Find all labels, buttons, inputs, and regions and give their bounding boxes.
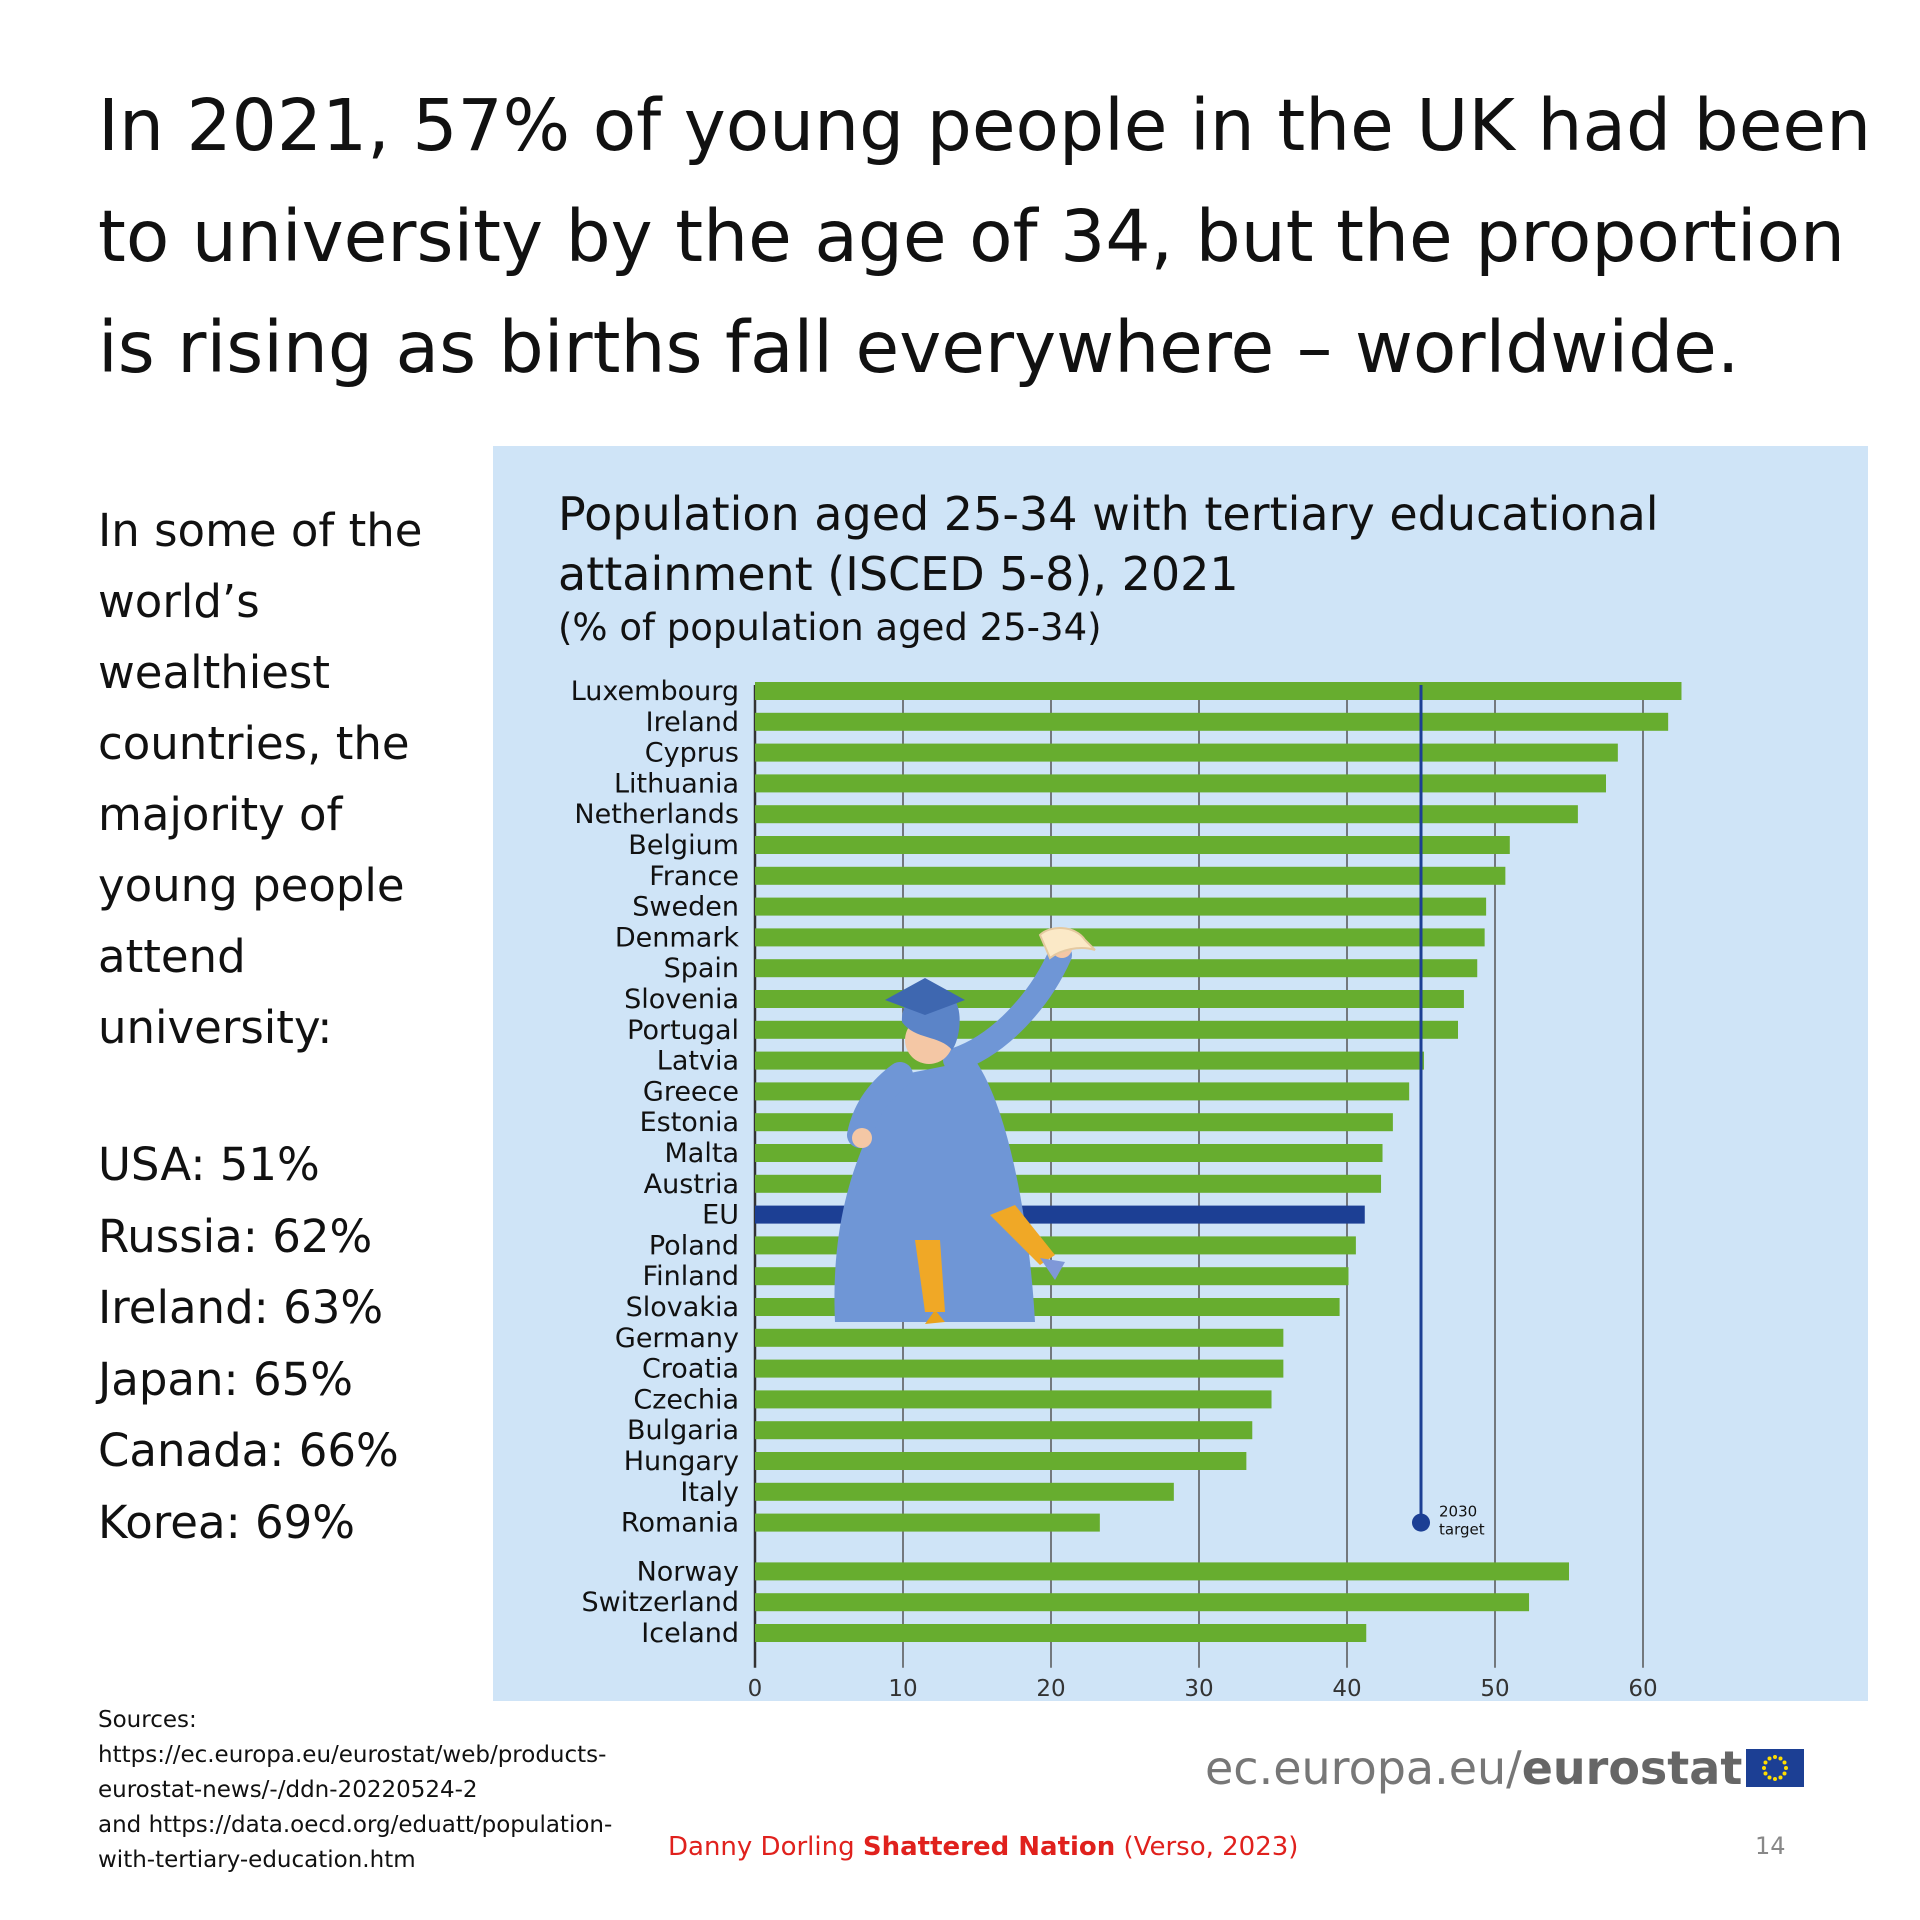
bar-cyprus — [755, 743, 1618, 762]
source-link-eurostat[interactable]: https://ec.europa.eu/eurostat/web/produc… — [98, 1742, 607, 1803]
x-tick-label: 10 — [888, 1676, 917, 1701]
x-tick-label: 20 — [1036, 1676, 1065, 1701]
credit-publisher: (Verso, 2023) — [1115, 1832, 1299, 1862]
target-label-text: target — [1439, 1521, 1485, 1539]
stat-usa: USA: 51% — [98, 1138, 320, 1191]
eurostat-logo: ec.europa.eu/eurostat — [1205, 1738, 1805, 1798]
target-dot — [1412, 1513, 1430, 1532]
bar-iceland — [755, 1624, 1367, 1642]
category-label: Spain — [664, 953, 739, 984]
category-label: EU — [702, 1200, 739, 1231]
category-label: France — [649, 861, 739, 892]
bar-lithuania — [755, 774, 1606, 793]
bar-czechia — [755, 1390, 1272, 1409]
credit-book: Shattered Nation — [862, 1832, 1116, 1862]
stat-korea: Korea: 69% — [98, 1495, 356, 1549]
bar-germany — [755, 1328, 1284, 1347]
bar-croatia — [755, 1359, 1284, 1378]
bar-italy — [755, 1482, 1174, 1501]
bar-chart: LuxembourgIrelandCyprusLithuaniaNetherla… — [571, 676, 1682, 1701]
bar-belgium — [755, 836, 1510, 854]
category-label: Germany — [615, 1323, 739, 1354]
bar-romania — [755, 1513, 1100, 1532]
category-labels: LuxembourgIrelandCyprusLithuaniaNetherla… — [571, 676, 740, 1649]
bar-switzerland — [755, 1593, 1530, 1612]
stat-canada: Canada: 66% — [98, 1424, 399, 1477]
category-label: Estonia — [640, 1107, 739, 1138]
category-label: Poland — [649, 1230, 739, 1261]
bar-luxembourg — [755, 682, 1682, 700]
sources-label: Sources: — [98, 1707, 197, 1733]
stat-russia: Russia: 62% — [98, 1209, 373, 1263]
bar-greece — [755, 1082, 1410, 1101]
category-label: Czechia — [633, 1384, 739, 1415]
x-tick-label: 40 — [1332, 1676, 1361, 1701]
category-label: Lithuania — [614, 768, 739, 799]
category-label: Luxembourg — [571, 676, 739, 707]
category-label: Iceland — [641, 1618, 739, 1649]
category-label: Latvia — [657, 1046, 739, 1077]
page-number: 14 — [1755, 1832, 1786, 1860]
logo-domain: ec.europa.eu/ — [1205, 1741, 1522, 1795]
category-label: Slovakia — [626, 1292, 739, 1323]
chart-title: Population aged 25-34 with tertiary educ… — [558, 487, 1659, 601]
category-label: Romania — [621, 1508, 739, 1539]
category-label: Croatia — [642, 1354, 739, 1385]
category-label: Austria — [644, 1169, 739, 1200]
category-label: Hungary — [624, 1446, 739, 1477]
chart-panel: Population aged 25-34 with tertiary educ… — [493, 446, 1868, 1701]
bar-latvia — [755, 1051, 1424, 1070]
graduate-illustration — [834, 927, 1096, 1324]
x-tick-labels: 0 10 20 30 40 50 60 — [748, 1676, 1658, 1701]
bar-malta — [755, 1144, 1383, 1162]
bar-norway — [755, 1562, 1569, 1581]
bar-hungary — [755, 1452, 1247, 1470]
sources: Sources: https://ec.europa.eu/eurostat/w… — [98, 1703, 668, 1878]
eu-flag-icon — [1746, 1749, 1805, 1787]
category-label: Greece — [643, 1076, 739, 1107]
bar-netherlands — [755, 805, 1578, 824]
category-label: Slovenia — [624, 984, 739, 1015]
x-tick-label: 60 — [1628, 1676, 1657, 1701]
bar-sweden — [755, 897, 1487, 916]
category-label: Bulgaria — [627, 1415, 739, 1446]
chart-subtitle: (% of population aged 25-34) — [558, 606, 1102, 649]
x-tick-label: 30 — [1184, 1676, 1213, 1701]
x-tick-label: 0 — [748, 1676, 763, 1701]
category-label: Switzerland — [582, 1587, 740, 1618]
book-credit: Danny Dorling Shattered Nation (Verso, 2… — [668, 1832, 1298, 1862]
stat-ireland: Ireland: 63% — [98, 1281, 384, 1334]
credit-author: Danny Dorling — [668, 1832, 863, 1862]
side-intro: In some of the world’s wealthiest countr… — [98, 504, 423, 1054]
category-label: Norway — [637, 1556, 739, 1587]
category-label: Malta — [665, 1138, 739, 1169]
country-stats: USA: 51% Russia: 62% Ireland: 63% Japan:… — [98, 1129, 468, 1558]
bar-denmark — [755, 928, 1485, 947]
bar-portugal — [755, 1020, 1458, 1039]
slide-headline: In 2021, 57% of young people in the UK h… — [98, 84, 1872, 389]
bar-bulgaria — [755, 1421, 1253, 1440]
x-tick-label: 50 — [1480, 1676, 1509, 1701]
category-label: Sweden — [632, 892, 739, 923]
bar-ireland — [755, 712, 1669, 731]
logo-brand: eurostat — [1521, 1741, 1743, 1795]
target-label-year: 2030 — [1439, 1503, 1477, 1521]
source-link-oecd[interactable]: and https://data.oecd.org/eduatt/populat… — [98, 1812, 613, 1873]
category-label: Denmark — [615, 922, 739, 953]
side-text: In some of the world’s wealthiest countr… — [98, 495, 468, 1558]
category-label: Portugal — [627, 1015, 739, 1046]
category-label: Netherlands — [574, 799, 739, 830]
category-label: Finland — [643, 1261, 739, 1292]
category-label: Italy — [680, 1477, 739, 1508]
stat-japan: Japan: 65% — [98, 1352, 353, 1406]
category-label: Ireland — [646, 707, 739, 738]
bar-slovenia — [755, 990, 1464, 1008]
bar-spain — [755, 959, 1478, 978]
category-label: Belgium — [628, 830, 739, 861]
category-label: Cyprus — [645, 738, 739, 769]
bar-france — [755, 866, 1506, 885]
